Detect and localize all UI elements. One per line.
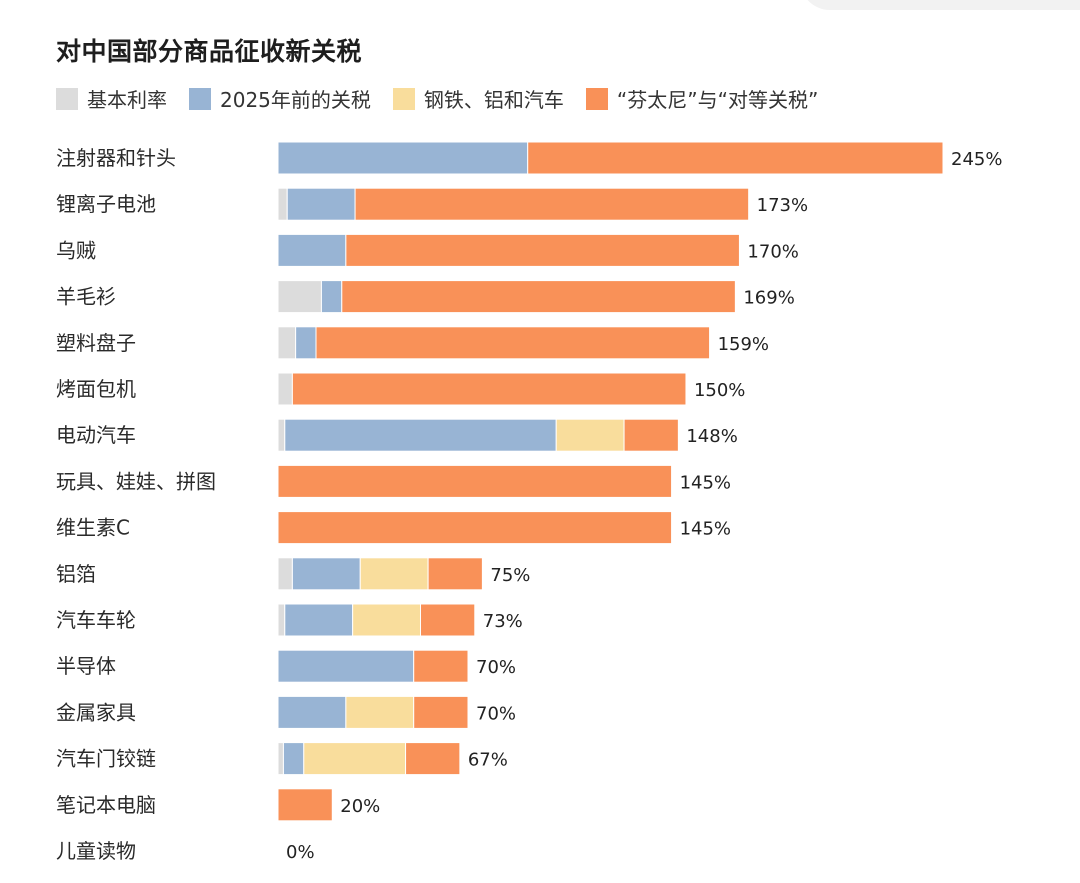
legend-label-fentanyl: “芬太尼”与“对等关税” [616,88,819,112]
category-label: 烤面包机 [56,377,136,401]
bar-segment-fentanyl [354,187,750,221]
bar-segment-pre2025 [282,742,305,776]
bar-segment-fentanyl [427,557,483,591]
bar-segment-pre2025 [291,557,361,591]
bar-segment-base [277,326,297,360]
total-value-label: 170% [747,241,798,262]
bar-segment-fentanyl [405,742,461,776]
legend-swatch-base [56,87,78,110]
bar-segment-steel [345,695,415,729]
total-value-label: 20% [340,796,380,817]
bar-segment-pre2025 [320,280,343,314]
total-value-label: 159% [718,334,769,355]
bar-segment-pre2025 [277,649,415,683]
total-value-label: 75% [490,565,530,586]
bar-segment-base [277,372,293,406]
total-value-label: 145% [680,472,731,493]
bar-segment-fentanyl [623,418,679,452]
category-label: 羊毛衫 [56,285,116,309]
category-label: 注射器和针头 [56,146,176,170]
total-value-label: 67% [468,750,508,771]
total-value-label: 70% [476,703,516,724]
category-label: 锂离子电池 [56,192,156,216]
legend-label-pre2025: 2025年前的关税 [220,88,371,112]
total-value-label: 173% [757,195,808,216]
bar-segment-fentanyl [291,372,687,406]
bar-segment-pre2025 [286,187,356,221]
bar-segment-base [277,280,322,314]
corner-shade [800,0,1080,10]
chart-title: 对中国部分商品征收新关税 [56,37,363,66]
legend-item-fentanyl: “芬太尼”与“对等关税” [585,84,819,113]
category-label: 汽车车轮 [56,608,136,632]
legend-swatch-steel [392,87,415,110]
bar-segment-fentanyl [277,464,673,498]
bar-segment-fentanyl [315,326,711,360]
legend-item-base: 基本利率 [56,84,167,113]
legend-label-steel: 钢铁、铝和汽车 [423,88,564,112]
category-label: 电动汽车 [56,423,136,447]
total-value-label: 150% [694,380,745,401]
category-label: 维生素C [56,516,130,540]
bar-segment-steel [303,742,407,776]
bar-segment-steel [359,557,429,591]
legend-swatch-fentanyl [585,87,608,110]
total-value-label: 148% [686,426,737,447]
bar-segment-pre2025 [295,326,317,360]
bar-segment-pre2025 [284,603,354,637]
bar-segment-pre2025 [277,695,347,729]
category-label: 乌贼 [56,238,96,262]
bar-segment-fentanyl [420,603,476,637]
bar-segment-fentanyl [527,141,944,175]
category-label: 塑料盘子 [56,331,136,355]
total-value-label: 70% [476,657,516,678]
bar-segment-steel [352,603,421,637]
bar-segment-pre2025 [277,233,347,267]
bar-segment-fentanyl [341,280,736,314]
bar-segment-fentanyl [345,233,740,267]
bar-segment-base [277,603,286,637]
legend-item-pre2025: 2025年前的关税 [189,84,371,113]
category-label: 笔记本电脑 [56,793,156,817]
total-value-label: 169% [743,288,794,309]
category-label: 半导体 [56,654,116,678]
bar-segment-pre2025 [284,418,557,452]
bar-segment-fentanyl [413,649,469,683]
category-label: 金属家具 [56,700,136,724]
bar-segment-base [277,187,288,221]
category-label: 玩具、娃娃、拼图 [56,469,216,493]
category-label: 儿童读物 [56,839,136,863]
bar-segment-base [277,742,284,776]
legend-swatch-pre2025 [189,87,211,110]
bar-segment-fentanyl [277,788,333,822]
category-label: 汽车门铰链 [56,747,156,771]
total-value-label: 245% [951,149,1002,170]
bar-segment-fentanyl [413,695,469,729]
chart-legend: 基本利率 2025年前的关税 钢铁、铝和汽车 “芬太尼”与“对等关税” [56,84,840,113]
total-value-label: 0% [286,842,315,863]
total-value-label: 145% [680,519,731,540]
bar-segment-steel [555,418,625,452]
bar-segment-pre2025 [277,141,529,175]
bar-segment-base [277,418,286,452]
total-value-label: 73% [483,611,523,632]
legend-item-steel: 钢铁、铝和汽车 [392,84,564,113]
legend-label-base: 基本利率 [87,88,167,112]
bar-segment-fentanyl [277,511,673,545]
category-label: 铝箔 [56,562,96,586]
bar-segment-base [277,557,293,591]
